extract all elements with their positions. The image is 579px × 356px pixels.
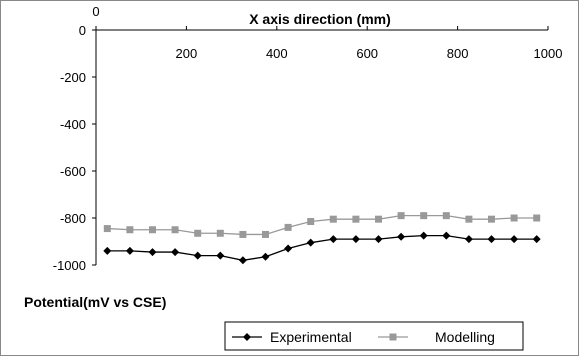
x-tick-label: 200 [176, 46, 198, 61]
series-point-modelling [329, 215, 337, 223]
series-point-experimental [238, 256, 247, 265]
series-point-experimental [243, 333, 251, 341]
series-experimental [103, 231, 541, 265]
series-point-modelling [262, 230, 269, 238]
series-point-modelling [352, 215, 360, 223]
x-tick-label: 800 [447, 46, 469, 61]
series-point-modelling [420, 212, 428, 220]
series-point-experimental [532, 235, 541, 244]
series-point-modelling [533, 214, 541, 222]
y-tick-label: -400 [60, 117, 86, 132]
x-tick-label: 0 [92, 4, 99, 19]
y-tick-label: -200 [60, 70, 86, 85]
legend-label: Modelling [435, 329, 495, 345]
x-axis-title: X axis direction (mm) [249, 11, 391, 27]
series-point-modelling [397, 212, 405, 220]
series-point-modelling [103, 225, 111, 233]
series-point-experimental [216, 251, 225, 260]
series-line-modelling [107, 214, 537, 236]
y-tick-label: -800 [60, 211, 86, 226]
x-tick-label: 400 [266, 46, 288, 61]
y-axis-title: Potential(mV vs CSE) [24, 294, 166, 310]
series-point-experimental [419, 231, 428, 240]
legend: Experimental Modelling [224, 321, 524, 351]
series-group [103, 212, 541, 265]
series-point-modelling [510, 214, 518, 222]
series-point-experimental [148, 248, 157, 257]
axes [92, 26, 549, 266]
series-point-experimental [464, 235, 473, 244]
series-point-modelling [149, 226, 156, 234]
series-point-experimental [171, 248, 180, 257]
series-point-experimental [284, 244, 293, 253]
y-tick-label: 0 [79, 23, 86, 38]
series-point-experimental [261, 252, 270, 261]
series-point-experimental [510, 235, 519, 244]
series-modelling [103, 212, 541, 238]
legend-box [224, 321, 524, 351]
x-tick-label: 600 [356, 46, 378, 61]
tick-labels: 0 -200 -400 -600 -800 -1000 0 200 400 600 800 1000 [53, 4, 563, 273]
series-point-modelling [307, 218, 315, 226]
series-point-modelling [465, 215, 473, 223]
series-point-modelling [442, 212, 450, 220]
series-point-experimental [351, 235, 360, 244]
series-point-modelling [284, 223, 292, 231]
y-tick-label: -600 [60, 164, 86, 179]
x-tick-label: 1000 [534, 46, 563, 61]
series-point-modelling [216, 229, 224, 237]
series-point-modelling [171, 226, 179, 234]
series-point-experimental [103, 246, 112, 255]
series-point-experimental [442, 231, 451, 240]
series-line-experimental [107, 234, 537, 261]
series-point-modelling [488, 215, 495, 223]
series-point-modelling [239, 230, 247, 238]
series-point-experimental [397, 232, 406, 241]
series-point-experimental [329, 235, 338, 244]
series-point-modelling [126, 226, 134, 234]
series-point-experimental [306, 238, 315, 247]
series-point-experimental [193, 251, 202, 260]
series-point-modelling [194, 229, 202, 237]
series-point-modelling [375, 215, 382, 223]
legend-items: Experimental Modelling [232, 329, 495, 345]
legend-label: Experimental [270, 329, 352, 345]
series-point-modelling [389, 333, 397, 341]
legend-item-experimental: Experimental [232, 329, 352, 345]
series-point-experimental [487, 235, 496, 244]
y-tick-label: -1000 [53, 258, 86, 273]
series-point-experimental [374, 235, 383, 244]
legend-item-modelling: Modelling [378, 329, 495, 345]
series-point-experimental [125, 246, 134, 255]
